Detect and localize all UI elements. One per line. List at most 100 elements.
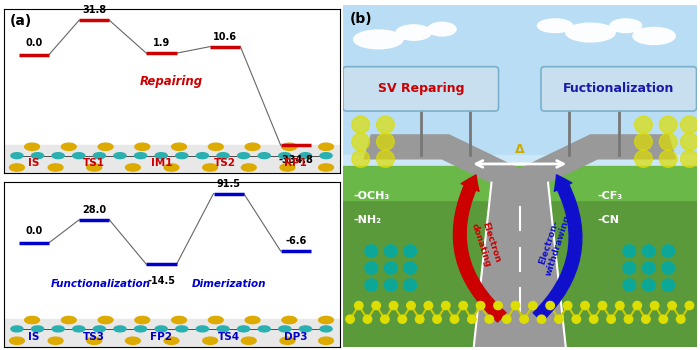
- Circle shape: [662, 262, 675, 274]
- Circle shape: [377, 116, 394, 133]
- Circle shape: [114, 326, 126, 332]
- Circle shape: [662, 279, 675, 291]
- Circle shape: [134, 153, 146, 159]
- Text: -6.6: -6.6: [285, 236, 307, 246]
- Circle shape: [203, 337, 218, 344]
- Circle shape: [155, 153, 167, 159]
- Circle shape: [450, 315, 459, 323]
- Text: 91.5: 91.5: [216, 178, 241, 189]
- Circle shape: [114, 153, 126, 159]
- Circle shape: [237, 326, 250, 332]
- Text: (a): (a): [10, 14, 32, 28]
- Ellipse shape: [354, 30, 403, 49]
- Text: Dimerization: Dimerization: [191, 279, 266, 289]
- Circle shape: [459, 301, 468, 310]
- Circle shape: [668, 301, 676, 310]
- Text: DP3: DP3: [284, 331, 307, 342]
- Text: 0.0: 0.0: [25, 38, 43, 48]
- Text: -334.8: -334.8: [279, 155, 314, 165]
- Circle shape: [10, 337, 25, 344]
- Circle shape: [155, 326, 167, 332]
- Text: 0.0: 0.0: [25, 226, 43, 236]
- Circle shape: [659, 150, 677, 167]
- Text: -14.5: -14.5: [148, 276, 176, 286]
- Text: 28.0: 28.0: [82, 205, 106, 215]
- Circle shape: [217, 153, 229, 159]
- Circle shape: [10, 164, 25, 171]
- Circle shape: [135, 316, 150, 324]
- Circle shape: [98, 316, 113, 324]
- Circle shape: [352, 133, 370, 150]
- Circle shape: [241, 164, 256, 171]
- Text: TS3: TS3: [83, 331, 105, 342]
- Ellipse shape: [610, 19, 642, 33]
- Circle shape: [372, 301, 380, 310]
- Circle shape: [62, 143, 76, 150]
- Circle shape: [125, 337, 140, 344]
- Circle shape: [318, 143, 333, 150]
- Circle shape: [384, 279, 397, 291]
- Circle shape: [623, 245, 636, 257]
- Circle shape: [172, 316, 186, 324]
- Circle shape: [398, 315, 407, 323]
- Circle shape: [209, 316, 223, 324]
- Circle shape: [546, 301, 554, 310]
- Circle shape: [404, 245, 416, 257]
- Circle shape: [662, 245, 675, 257]
- Circle shape: [203, 164, 218, 171]
- Circle shape: [381, 315, 389, 323]
- Text: IS: IS: [28, 158, 39, 168]
- Circle shape: [650, 301, 659, 310]
- Circle shape: [282, 143, 297, 150]
- Text: Δ: Δ: [515, 143, 524, 156]
- Text: Repairing: Repairing: [140, 75, 203, 88]
- Circle shape: [73, 153, 85, 159]
- Text: -OCH₃: -OCH₃: [354, 191, 390, 201]
- Circle shape: [623, 279, 636, 291]
- Circle shape: [279, 326, 291, 332]
- Text: IM1: IM1: [150, 158, 172, 168]
- Text: IS: IS: [28, 331, 39, 342]
- Circle shape: [172, 143, 186, 150]
- Text: (b): (b): [350, 12, 372, 26]
- Circle shape: [433, 315, 441, 323]
- Circle shape: [635, 133, 652, 150]
- Circle shape: [280, 337, 295, 344]
- Text: SV Reparing: SV Reparing: [377, 82, 464, 95]
- FancyBboxPatch shape: [541, 66, 696, 111]
- Text: Functionalization: Functionalization: [51, 279, 151, 289]
- Circle shape: [389, 301, 398, 310]
- Bar: [343, 176, 696, 346]
- Circle shape: [48, 164, 63, 171]
- Bar: [4, 145, 340, 175]
- Circle shape: [93, 153, 106, 159]
- Text: 1.9: 1.9: [153, 38, 170, 48]
- Circle shape: [48, 337, 63, 344]
- Circle shape: [282, 316, 297, 324]
- Circle shape: [237, 153, 250, 159]
- Circle shape: [624, 315, 633, 323]
- FancyBboxPatch shape: [343, 66, 498, 111]
- Circle shape: [320, 326, 332, 332]
- Circle shape: [318, 164, 333, 171]
- Polygon shape: [491, 135, 676, 183]
- Text: -CN: -CN: [598, 215, 620, 225]
- Circle shape: [352, 150, 370, 167]
- Circle shape: [468, 315, 476, 323]
- Circle shape: [442, 301, 450, 310]
- Text: 31.8: 31.8: [82, 5, 106, 15]
- Circle shape: [279, 153, 291, 159]
- Circle shape: [300, 326, 312, 332]
- Ellipse shape: [396, 25, 431, 40]
- Text: Fuctionalization: Fuctionalization: [563, 82, 674, 95]
- Circle shape: [659, 116, 677, 133]
- Circle shape: [346, 315, 354, 323]
- Circle shape: [98, 143, 113, 150]
- Circle shape: [538, 315, 546, 323]
- Circle shape: [635, 150, 652, 167]
- Circle shape: [73, 326, 85, 332]
- Circle shape: [477, 301, 485, 310]
- Circle shape: [643, 262, 655, 274]
- Circle shape: [164, 164, 179, 171]
- Circle shape: [365, 262, 377, 274]
